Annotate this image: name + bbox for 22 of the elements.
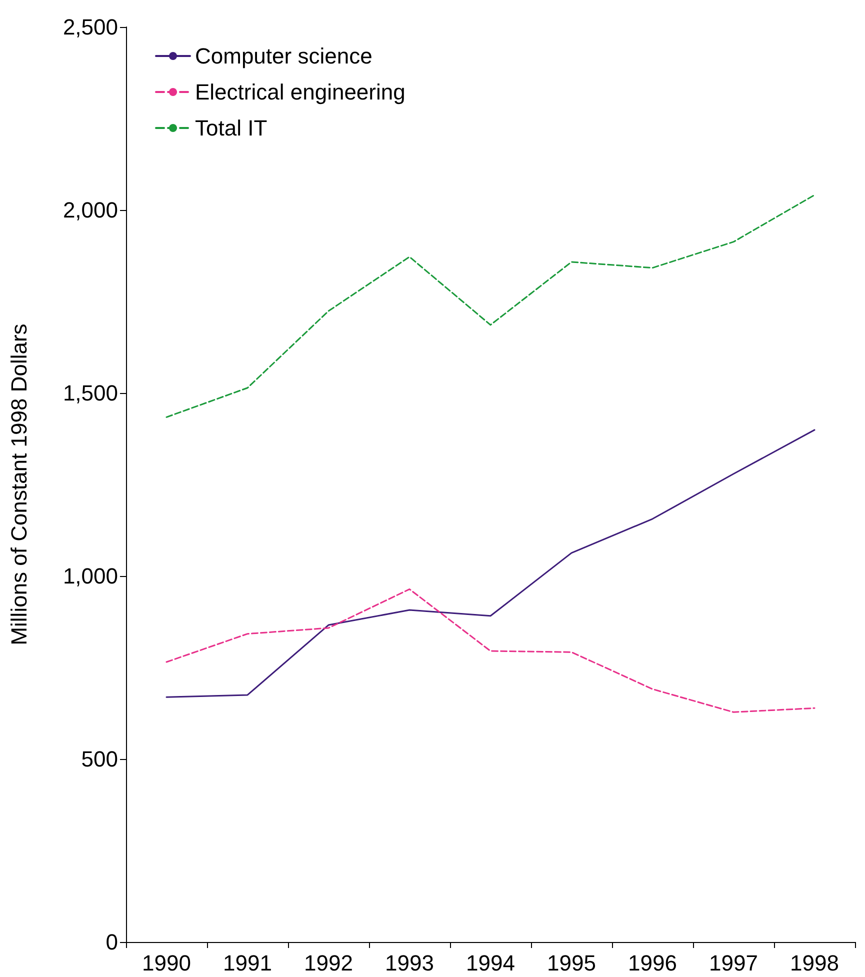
y-tick-label: 500 — [81, 746, 118, 772]
y-tick-label: 0 — [106, 930, 118, 954]
x-tick-label: 1990 — [142, 950, 191, 976]
y-axis-title: Millions of Constant 1998 Dollars — [6, 324, 32, 646]
y-tick-label: 1,500 — [62, 380, 118, 406]
legend-label: Total IT — [195, 116, 268, 140]
y-tick-label: 2,000 — [62, 198, 118, 222]
y-tick-label: 1,000 — [62, 564, 118, 588]
x-tick-label: 1998 — [790, 950, 839, 976]
line-series — [166, 194, 816, 418]
x-tick-label: 1996 — [628, 950, 677, 976]
x-tick-label: 1992 — [304, 950, 353, 976]
line-series — [166, 429, 816, 698]
x-tick-label: 1993 — [385, 950, 434, 976]
x-tick-label: 1997 — [709, 950, 758, 976]
x-tick-label: 1995 — [547, 950, 596, 976]
legend-label: Computer science — [195, 44, 372, 68]
y-tick-label: 2,500 — [62, 14, 118, 40]
x-tick-label: 1994 — [466, 950, 515, 976]
line-series — [166, 588, 816, 713]
legend-label: Electrical engineering — [195, 80, 406, 104]
x-tick-label: 1991 — [223, 950, 272, 976]
